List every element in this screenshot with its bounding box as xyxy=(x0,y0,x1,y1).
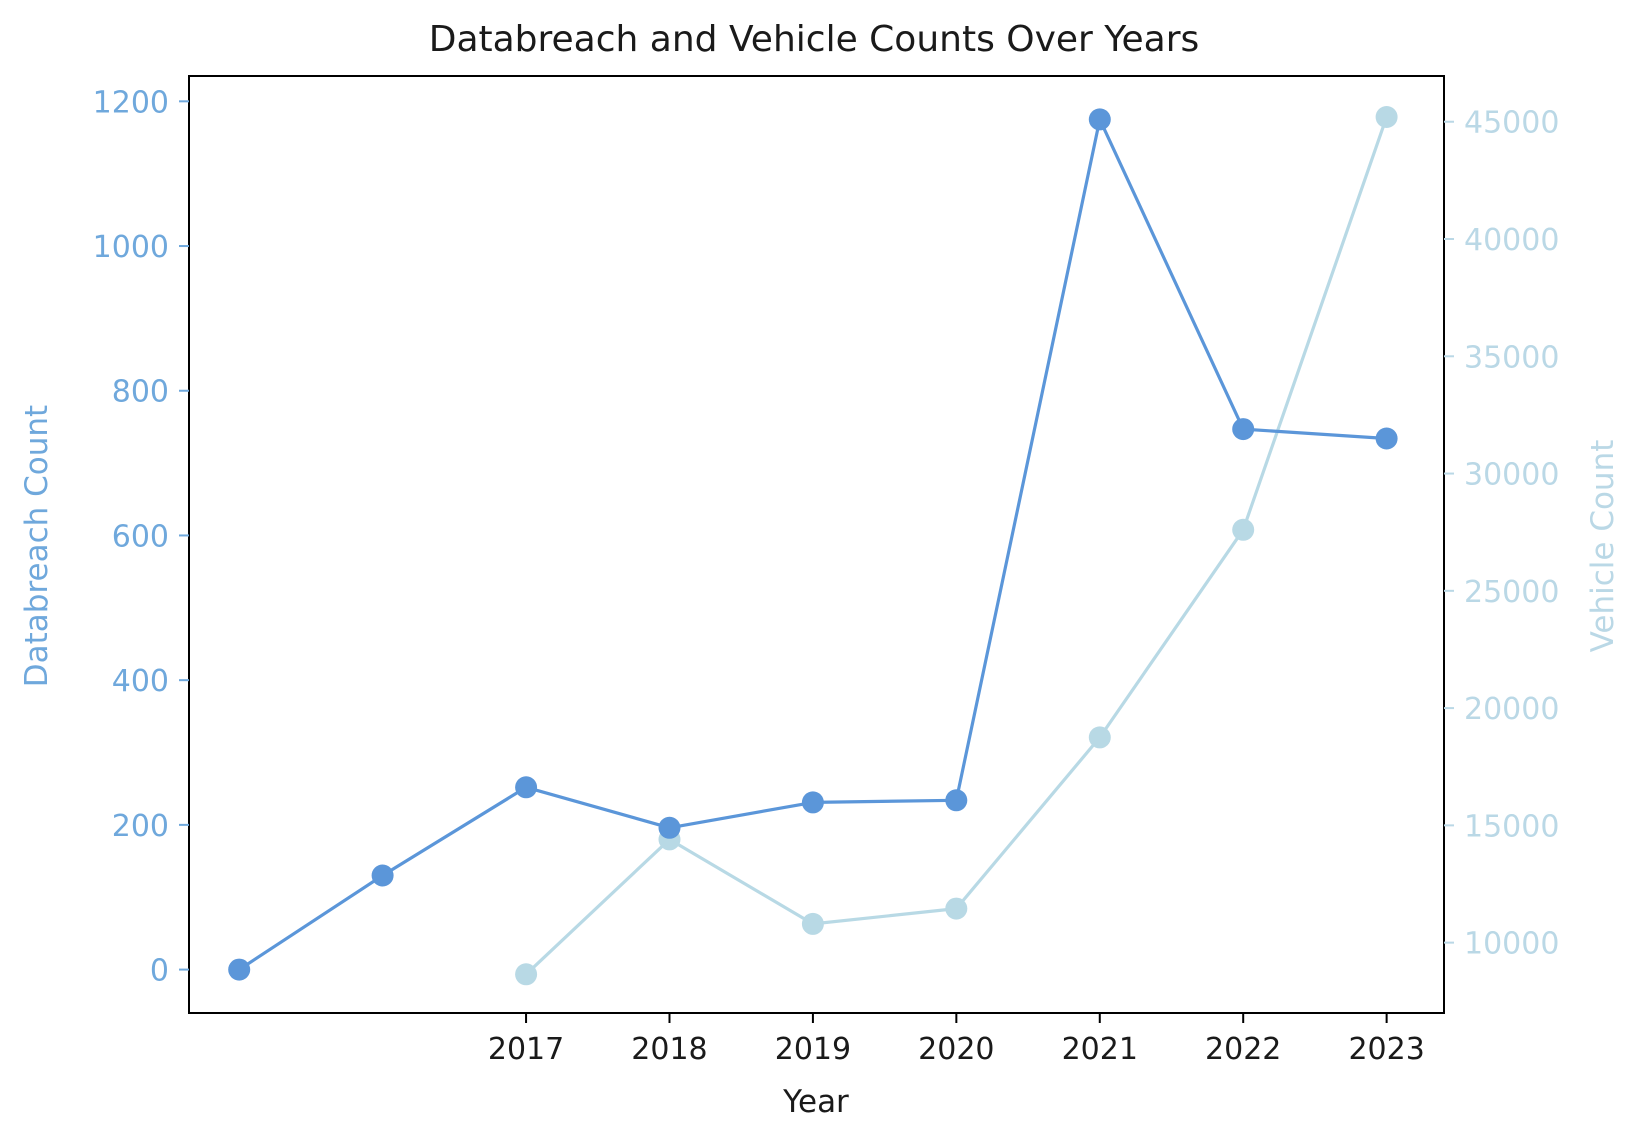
data-point-databreach xyxy=(1375,427,1398,450)
x-tick-label: 2019 xyxy=(775,1032,851,1067)
x-tick-label: 2021 xyxy=(1062,1032,1138,1067)
y-axis-right-title: Vehicle Count xyxy=(1585,440,1621,653)
x-tick-label: 2017 xyxy=(488,1032,564,1067)
x-axis-title: Year xyxy=(782,1084,849,1120)
data-point-databreach xyxy=(658,816,681,839)
y-left-tick-label: 1200 xyxy=(93,85,169,120)
y-axis-left-title: Databreach Count xyxy=(19,405,55,687)
data-point-vehicle xyxy=(1375,106,1398,128)
x-tick-label: 2018 xyxy=(631,1032,707,1067)
data-point-vehicle xyxy=(1088,726,1111,749)
data-point-databreach xyxy=(371,864,394,887)
x-tick-label: 2020 xyxy=(918,1032,994,1067)
y-right-tick-label: 15000 xyxy=(1464,809,1559,844)
y-left-tick-label: 200 xyxy=(112,809,169,844)
data-point-databreach xyxy=(228,958,251,981)
data-point-databreach xyxy=(1232,418,1255,441)
y-right-tick-label: 40000 xyxy=(1464,223,1559,258)
y-right-tick-label: 10000 xyxy=(1464,927,1559,962)
data-point-vehicle xyxy=(515,963,538,986)
data-point-databreach xyxy=(1088,108,1111,131)
y-left-tick-label: 600 xyxy=(112,519,169,554)
y-right-tick-label: 20000 xyxy=(1464,692,1559,727)
data-point-databreach xyxy=(515,776,538,799)
y-axis-right: 10000 15000 20000 25000 30000 35000 40000 45000 xyxy=(1444,106,1559,962)
chart-title: Databreach and Vehicle Counts Over Years xyxy=(429,19,1200,60)
data-point-databreach xyxy=(945,789,968,812)
x-axis: 2017 2018 2019 2020 2021 2022 2023 xyxy=(488,1013,1425,1067)
plot-markers xyxy=(228,106,1398,986)
y-right-tick-label: 35000 xyxy=(1464,340,1559,375)
data-point-vehicle xyxy=(801,912,824,935)
y-right-tick-label: 45000 xyxy=(1464,106,1559,141)
data-point-databreach xyxy=(801,791,824,814)
y-right-tick-label: 30000 xyxy=(1464,458,1559,493)
y-axis-left: 0 200 400 600 800 1000 1200 xyxy=(93,85,189,989)
x-tick-label: 2023 xyxy=(1348,1032,1424,1067)
y-left-tick-label: 1000 xyxy=(93,230,169,265)
y-right-tick-label: 25000 xyxy=(1464,575,1559,610)
y-left-tick-label: 0 xyxy=(150,954,169,989)
y-left-tick-label: 400 xyxy=(112,664,169,699)
data-point-vehicle xyxy=(945,897,968,920)
data-point-vehicle xyxy=(1232,518,1255,541)
plot-frame xyxy=(188,75,1445,1014)
y-left-tick-label: 800 xyxy=(112,375,169,410)
x-tick-label: 2022 xyxy=(1205,1032,1281,1067)
